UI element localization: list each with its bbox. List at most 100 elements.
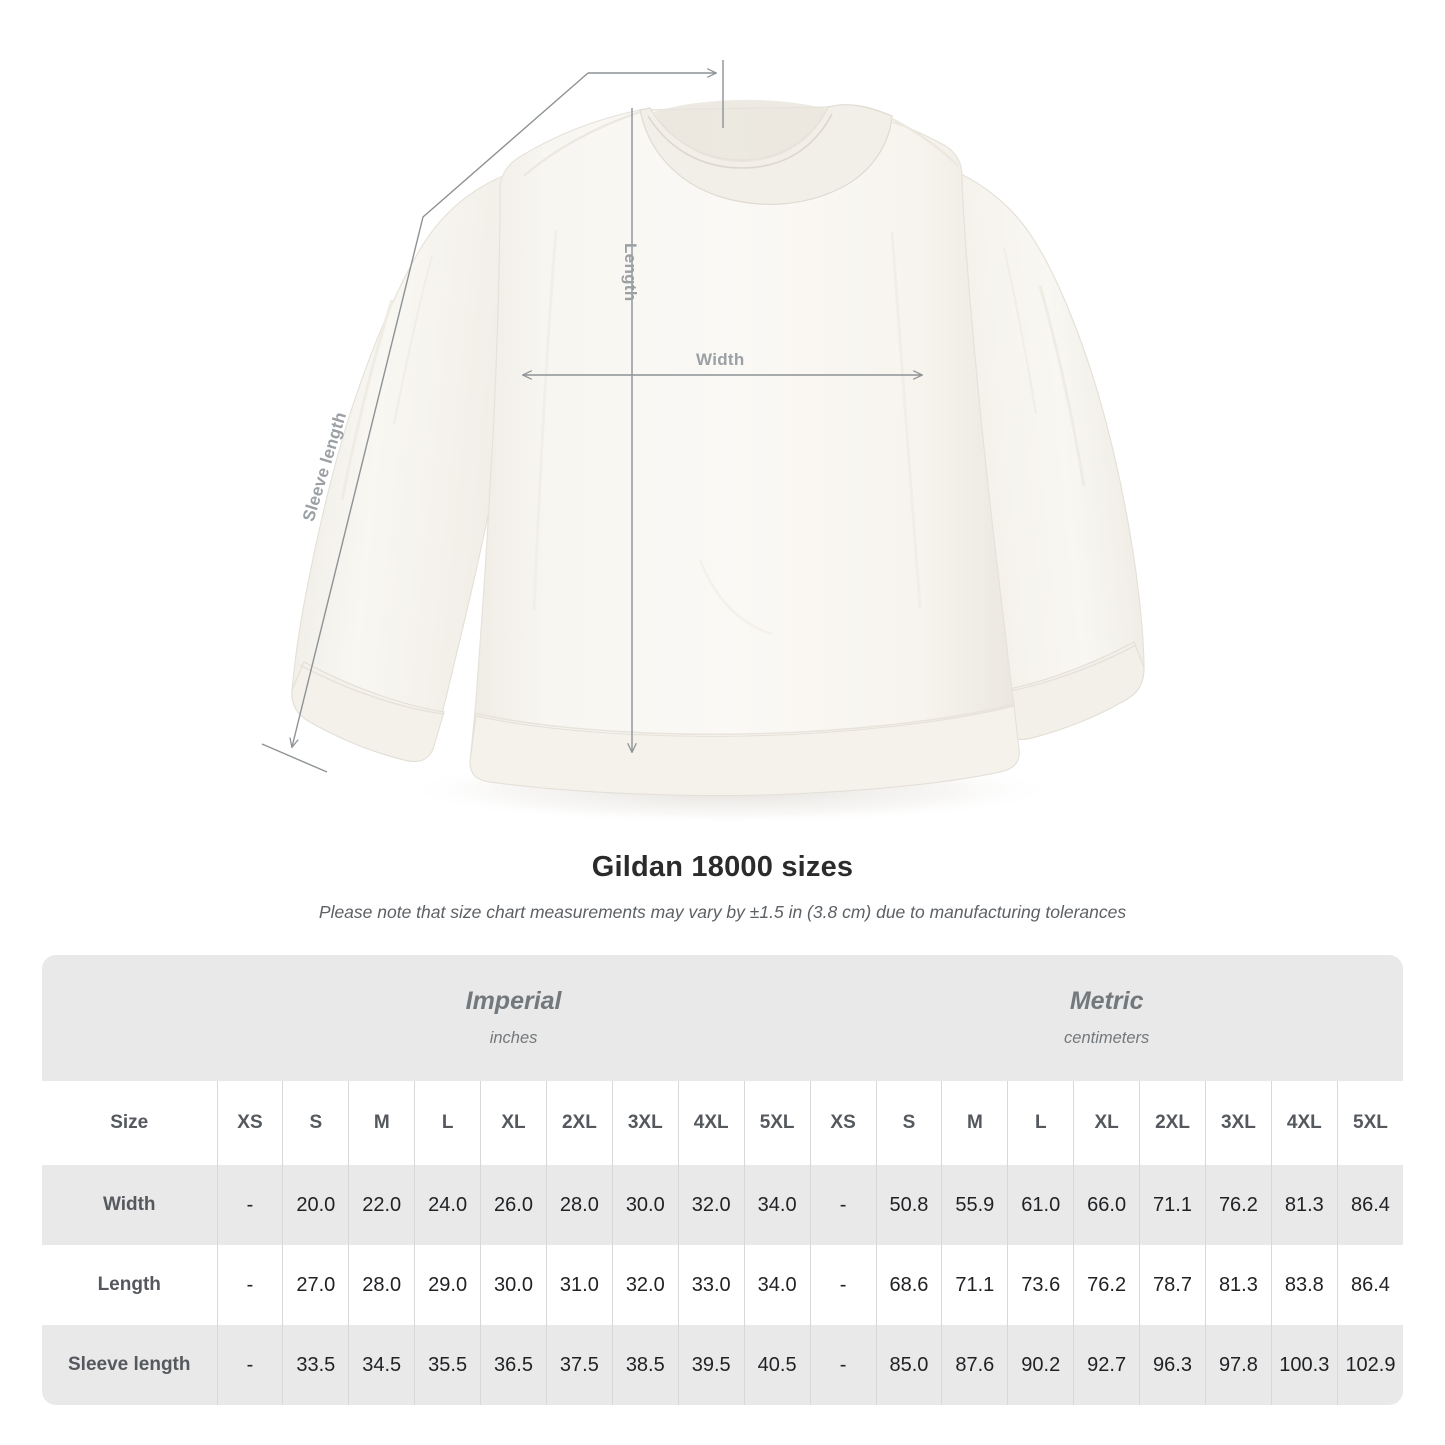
unit-sub-metric: centimeters	[1064, 1028, 1150, 1047]
cell-length-imperial-2XL: 31.0	[545, 1245, 613, 1325]
header-imperial-2XL: 2XL	[545, 1081, 613, 1165]
cell-length-metric-3XL: 81.3	[1204, 1245, 1272, 1325]
cell-length-imperial-4XL: 33.0	[677, 1245, 745, 1325]
header-imperial-4XL: 4XL	[677, 1081, 745, 1165]
sweatshirt-diagram	[261, 60, 1145, 824]
header-imperial-S: S	[282, 1081, 349, 1165]
cell-sleeve-metric-3XL: 97.8	[1204, 1325, 1272, 1405]
header-metric-5XL: 5XL	[1336, 1081, 1404, 1165]
header-metric-XL: XL	[1073, 1081, 1140, 1165]
header-size-label: Size	[42, 1081, 217, 1165]
row-label-length: Length	[42, 1245, 217, 1325]
cell-width-metric-XL: 66.0	[1073, 1165, 1140, 1245]
cell-length-metric-L: 73.6	[1007, 1245, 1074, 1325]
cell-width-metric-2XL: 71.1	[1139, 1165, 1206, 1245]
header-imperial-L: L	[414, 1081, 481, 1165]
cell-sleeve-imperial-M: 34.5	[348, 1325, 415, 1405]
unit-sub-imperial: inches	[489, 1028, 538, 1047]
header-metric-3XL: 3XL	[1204, 1081, 1272, 1165]
cell-width-metric-S: 50.8	[875, 1165, 942, 1245]
header-imperial-3XL: 3XL	[611, 1081, 679, 1165]
header-metric-S: S	[875, 1081, 942, 1165]
header-metric-XS: XS	[809, 1081, 877, 1165]
cell-sleeve-metric-XL: 92.7	[1073, 1325, 1140, 1405]
cell-length-metric-5XL: 86.4	[1336, 1245, 1404, 1325]
size-chart-table: Imperial inches Metric centimeters Size …	[42, 955, 1404, 1405]
measurement-guides	[261, 60, 922, 773]
cell-sleeve-metric-5XL: 102.9	[1336, 1325, 1404, 1405]
left-sleeve	[291, 174, 525, 763]
cell-sleeve-imperial-XS: -	[216, 1325, 283, 1405]
length-label: Length	[621, 243, 640, 302]
cell-length-imperial-XL: 30.0	[480, 1245, 547, 1325]
cell-length-imperial-L: 29.0	[414, 1245, 481, 1325]
cell-width-metric-3XL: 76.2	[1204, 1165, 1272, 1245]
cell-sleeve-imperial-2XL: 37.5	[545, 1325, 613, 1405]
table-row-width: Width - 20.0 22.0 24.0 26.0 28.0 30.0 32…	[42, 1165, 1404, 1245]
cell-length-metric-4XL: 83.8	[1270, 1245, 1338, 1325]
unit-banner-imperial: Imperial inches	[217, 955, 811, 1081]
header-metric-4XL: 4XL	[1270, 1081, 1338, 1165]
size-table-wrap: Imperial inches Metric centimeters Size …	[42, 955, 1404, 1405]
header-imperial-M: M	[348, 1081, 415, 1165]
sleeve-length-line	[292, 72, 589, 747]
cell-width-metric-5XL: 86.4	[1336, 1165, 1404, 1245]
cell-width-imperial-3XL: 30.0	[611, 1165, 679, 1245]
title-block: Gildan 18000 sizes Please note that size…	[0, 851, 1445, 923]
cell-width-metric-M: 55.9	[941, 1165, 1008, 1245]
cell-length-imperial-S: 27.0	[282, 1245, 349, 1325]
cell-sleeve-metric-4XL: 100.3	[1270, 1325, 1338, 1405]
cell-length-imperial-5XL: 34.0	[743, 1245, 811, 1325]
cell-width-metric-L: 61.0	[1007, 1165, 1074, 1245]
table-row-sleeve-length: Sleeve length - 33.5 34.5 35.5 36.5 37.5…	[42, 1325, 1404, 1405]
garment-illustration: Length Width Sleeve length	[261, 60, 1145, 824]
cell-width-imperial-L: 24.0	[414, 1165, 481, 1245]
cell-length-metric-XS: -	[809, 1245, 877, 1325]
cell-length-imperial-M: 28.0	[348, 1245, 415, 1325]
cell-sleeve-metric-L: 90.2	[1007, 1325, 1074, 1405]
cell-sleeve-imperial-4XL: 39.5	[677, 1325, 745, 1405]
cell-width-metric-4XL: 81.3	[1270, 1165, 1338, 1245]
cell-width-metric-XS: -	[809, 1165, 877, 1245]
cell-sleeve-metric-2XL: 96.3	[1139, 1325, 1206, 1405]
header-metric-L: L	[1007, 1081, 1074, 1165]
unit-banner-row: Imperial inches Metric centimeters	[42, 955, 1404, 1081]
cell-width-imperial-XS: -	[216, 1165, 283, 1245]
cell-sleeve-imperial-XL: 36.5	[480, 1325, 547, 1405]
width-label: Width	[696, 350, 745, 369]
cell-length-imperial-3XL: 32.0	[611, 1245, 679, 1325]
sleeve-bottom-tick	[261, 743, 328, 773]
header-metric-M: M	[941, 1081, 1008, 1165]
cell-width-imperial-2XL: 28.0	[545, 1165, 613, 1245]
header-imperial-5XL: 5XL	[743, 1081, 811, 1165]
cell-sleeve-imperial-S: 33.5	[282, 1325, 349, 1405]
unit-banner-metric: Metric centimeters	[810, 955, 1404, 1081]
cell-length-metric-XL: 76.2	[1073, 1245, 1140, 1325]
cell-width-imperial-5XL: 34.0	[743, 1165, 811, 1245]
tolerance-note: Please note that size chart measurements…	[318, 902, 1127, 922]
cell-length-imperial-XS: -	[216, 1245, 283, 1325]
cell-sleeve-metric-M: 87.6	[941, 1325, 1008, 1405]
cell-width-imperial-4XL: 32.0	[677, 1165, 745, 1245]
row-label-width: Width	[42, 1165, 217, 1245]
unit-name-imperial: Imperial	[465, 987, 562, 1016]
unit-banner-spacer	[42, 955, 217, 1081]
cell-length-metric-M: 71.1	[941, 1245, 1008, 1325]
cell-width-imperial-S: 20.0	[282, 1165, 349, 1245]
table-row-length: Length - 27.0 28.0 29.0 30.0 31.0 32.0 3…	[42, 1245, 1404, 1325]
cell-sleeve-imperial-L: 35.5	[414, 1325, 481, 1405]
cell-sleeve-imperial-5XL: 40.5	[743, 1325, 811, 1405]
cell-width-imperial-M: 22.0	[348, 1165, 415, 1245]
cell-width-imperial-XL: 26.0	[480, 1165, 547, 1245]
cell-length-metric-S: 68.6	[875, 1245, 942, 1325]
size-header-row: Size XS S M L XL 2XL 3XL 4XL 5XL XS S M …	[42, 1081, 1404, 1165]
cell-sleeve-metric-S: 85.0	[875, 1325, 942, 1405]
unit-name-metric: Metric	[1069, 987, 1144, 1016]
row-label-sleeve-length: Sleeve length	[42, 1325, 217, 1405]
cell-sleeve-metric-XS: -	[809, 1325, 877, 1405]
cell-length-metric-2XL: 78.7	[1139, 1245, 1206, 1325]
page-title: Gildan 18000 sizes	[591, 851, 854, 883]
header-metric-2XL: 2XL	[1139, 1081, 1206, 1165]
header-imperial-XS: XS	[216, 1081, 283, 1165]
cell-sleeve-imperial-3XL: 38.5	[611, 1325, 679, 1405]
